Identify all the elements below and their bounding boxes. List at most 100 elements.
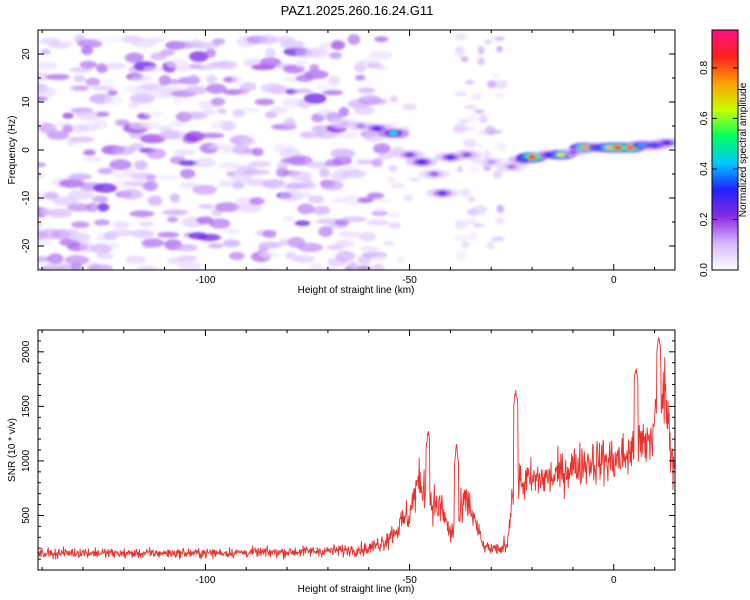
spectrogram-cell [194, 157, 216, 168]
spectrogram-cell [231, 74, 244, 86]
spectrogram-cell [396, 255, 406, 263]
spectrogram-cell [467, 231, 479, 241]
spectrogram-cell [162, 209, 189, 216]
spectrogram-cell [249, 197, 265, 206]
spectrogram-y-ticks: -20 -10 0 10 20 [21, 29, 675, 271]
spectrogram-cell [134, 160, 148, 171]
spectrogram-cell [387, 212, 401, 218]
spectrogram-cell [169, 193, 180, 203]
spectrogram-cell [367, 98, 388, 105]
spectrogram-cell [95, 253, 115, 260]
spectrogram-cell [359, 245, 380, 252]
spectrogram-cell [218, 162, 241, 170]
spectrogram-cell [456, 165, 464, 174]
spectrogram-cell [259, 34, 277, 45]
spectrogram-cell [70, 85, 90, 91]
y-tick-label: 0 [21, 147, 32, 153]
spectrogram-cell [214, 202, 240, 213]
spectrogram-cell [329, 52, 342, 59]
spectrogram-cell [236, 202, 262, 213]
spectrogram-cell [128, 101, 139, 109]
spectrogram-cell [70, 136, 95, 143]
spectrogram-cell [247, 161, 272, 167]
spectrogram-cell [495, 217, 504, 225]
spectrogram-cell [241, 107, 260, 113]
spectrogram-cell [97, 202, 110, 212]
spectrogram-cell [268, 85, 290, 95]
spectrogram-cell [38, 96, 49, 102]
spectrogram-cell [115, 180, 129, 190]
spectrogram-cell [357, 255, 372, 265]
spectrogram-cell [429, 171, 439, 177]
colorbar-tick-label: 0.4 [699, 162, 710, 176]
colorbar-tick-label: 0.2 [699, 212, 710, 226]
spectrogram-cell [166, 216, 178, 223]
spectrogram-cell [194, 41, 220, 50]
spectrogram-cell [86, 202, 99, 213]
spectrogram-cell [38, 39, 43, 46]
spectrogram-cell [120, 188, 143, 200]
spectrogram-cell [354, 105, 375, 115]
spectrogram-cell [113, 145, 136, 155]
spectrogram-cell [303, 93, 327, 104]
spectrogram-cell [189, 51, 209, 62]
spectrogram-cell [454, 91, 468, 97]
spectrogram-cell [58, 179, 85, 188]
spectrogram-cell [163, 130, 186, 140]
x-tick-label: -50 [402, 575, 417, 586]
y-tick-label: -10 [21, 190, 32, 205]
spectrogram-cell [318, 226, 334, 238]
spectrogram-cell [93, 120, 108, 130]
spectrogram-cell [338, 230, 361, 238]
spectrogram-cell [218, 179, 234, 188]
spectrogram-cell [92, 195, 109, 203]
y-tick-label: 1500 [21, 395, 32, 418]
spectrogram-cell [240, 82, 257, 92]
spectrogram-cell [212, 38, 226, 45]
y-tick-label: 2000 [21, 340, 32, 363]
spectrogram-cell [417, 159, 427, 165]
spectrogram-cell [38, 171, 45, 179]
spectrogram-cell [287, 155, 313, 166]
spectrogram-cell [104, 62, 126, 70]
spectrogram-cell [519, 157, 529, 162]
x-tick-label: -100 [195, 275, 215, 286]
spectrogram-cell [239, 136, 256, 146]
spectrogram-cell [180, 168, 196, 179]
snr-series [38, 337, 675, 560]
spectrogram-cell [371, 158, 383, 167]
spectrogram-cell [556, 152, 566, 157]
spectrogram-cell [320, 180, 344, 191]
spectrogram-cell [77, 39, 103, 48]
spectrogram-cell [463, 104, 478, 110]
spectrogram-cell [373, 143, 391, 155]
snr-panel: -100 -50 0 500 1000 1500 2000 Height of strai… [7, 329, 676, 595]
spectrogram-cell [129, 93, 155, 104]
spectrogram-cell [38, 86, 57, 98]
spectrogram-cells [38, 33, 675, 270]
y-tick-label: 500 [21, 507, 32, 524]
spectrogram-cell [335, 239, 354, 248]
spectrogram-cell [279, 238, 290, 246]
spectrogram-cell [205, 48, 216, 58]
spectrogram-cell [452, 124, 467, 134]
spectrogram-cell [38, 122, 57, 134]
spectrogram-cell [177, 255, 198, 262]
spectrogram-cell [146, 36, 165, 44]
spectrogram-cell [339, 121, 349, 126]
spectrogram-cell [229, 251, 245, 261]
spectrogram-cell [192, 184, 217, 195]
spectrogram-x-ticks: -100 -50 0 [41, 30, 656, 286]
spectrogram-cell [388, 222, 402, 229]
spectrogram-cell [58, 40, 74, 48]
spectrogram-cell [62, 112, 74, 119]
spectrogram-cell [81, 46, 94, 55]
spectrogram-cell [401, 103, 417, 111]
spectrogram-cell [87, 264, 113, 270]
x-tick-label: -100 [195, 575, 215, 586]
spectrogram-cell [467, 114, 478, 123]
spectrogram-cell [403, 194, 414, 202]
spectrogram-cell [319, 53, 331, 59]
spectrogram-cell [156, 231, 180, 238]
